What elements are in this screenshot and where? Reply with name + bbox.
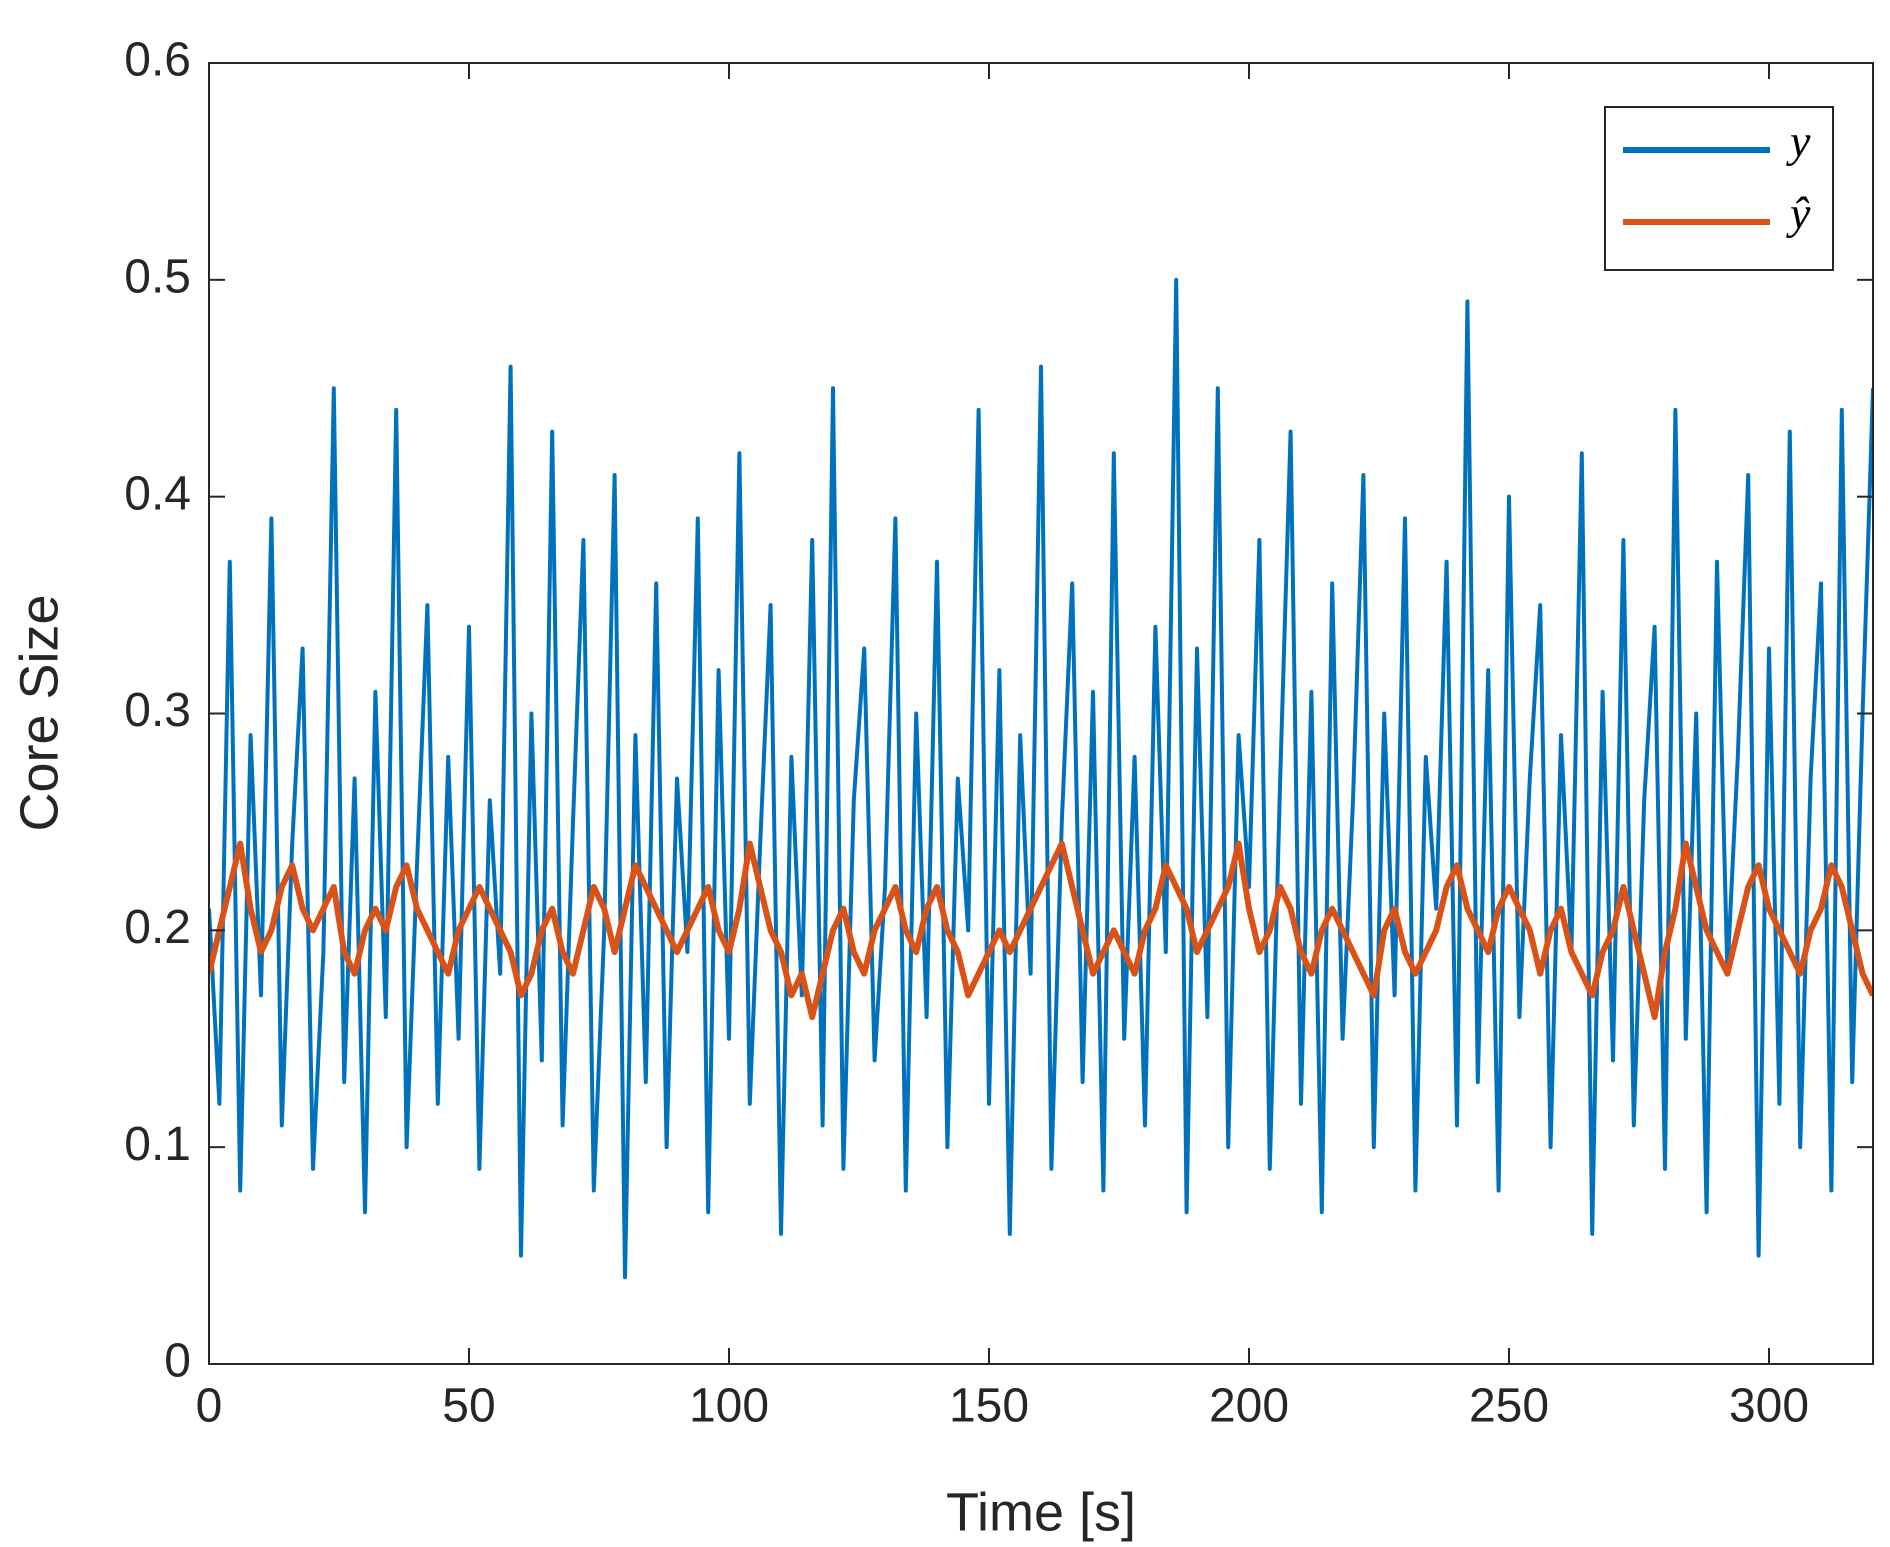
y-tick-label: 0.5 xyxy=(124,251,191,304)
x-tick-label: 50 xyxy=(442,1380,495,1433)
series-line xyxy=(209,277,1873,1280)
x-tick-label: 150 xyxy=(949,1380,1029,1433)
y-axis-label: Core Size xyxy=(9,594,69,831)
x-tick-label: 200 xyxy=(1209,1380,1289,1433)
x-tick-label: 300 xyxy=(1729,1380,1809,1433)
series-line xyxy=(209,840,1873,1021)
x-tick-label: 250 xyxy=(1469,1380,1549,1433)
x-axis-label: Time [s] xyxy=(946,1482,1136,1542)
y-tick-label: 0.1 xyxy=(124,1118,191,1171)
x-tick-label: 100 xyxy=(689,1380,769,1433)
x-tick-label: 0 xyxy=(196,1380,223,1433)
legend-box xyxy=(1604,106,1834,271)
legend-label: y xyxy=(1786,116,1811,167)
y-tick-label: 0.4 xyxy=(124,467,191,520)
y-tick-label: 0 xyxy=(164,1335,191,1388)
y-tick-label: 0.6 xyxy=(124,34,191,87)
legend-label: ŷ xyxy=(1786,188,1811,239)
y-tick-label: 0.3 xyxy=(124,684,191,737)
y-tick-label: 0.2 xyxy=(124,901,191,954)
